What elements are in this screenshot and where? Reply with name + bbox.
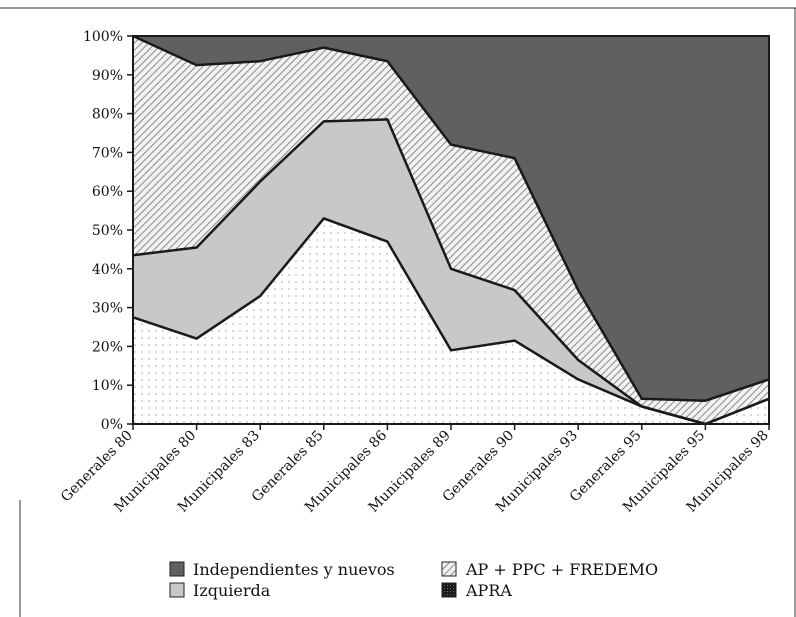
y-tick-label: 50% (92, 223, 123, 239)
y-tick-label: 20% (92, 339, 123, 355)
plot-area (132, 34, 770, 426)
legend-swatch-independientes (169, 561, 185, 577)
legend-label-ap-ppc-fredemo: AP + PPC + FREDEMO (465, 560, 658, 579)
boundary-line-ap-ppc-fredemo (132, 34, 770, 402)
legend-label-independientes: Independientes y nuevos (193, 560, 395, 579)
y-tick-label: 60% (92, 184, 123, 200)
legend-swatch-izquierda (169, 582, 185, 598)
area-apra (133, 218, 769, 424)
legend: Independientes y nuevos AP + PPC + FREDE… (169, 560, 658, 600)
legend-label-izquierda: Izquierda (193, 581, 271, 600)
boundary-line-izquierda (132, 118, 770, 426)
legend-swatch-apra (441, 582, 457, 598)
area-izquierda (133, 119, 769, 425)
y-tick-label: 90% (92, 68, 123, 84)
legend-label-apra: APRA (465, 581, 512, 600)
y-tick-label: 100% (83, 29, 123, 45)
y-tick-label: 80% (92, 107, 123, 123)
area-ap-ppc-fredemo (133, 36, 769, 424)
y-axis: 0% 10% 20% 30% 40% 50% 60% 70% 80% 90% 100% (83, 29, 133, 433)
y-tick-label: 40% (92, 262, 123, 278)
y-tick-label: 70% (92, 145, 123, 161)
y-tick-label: 30% (92, 301, 123, 317)
area-independientes (133, 36, 769, 401)
legend-swatch-ap-ppc-fredemo (441, 561, 457, 577)
y-tick-label: 10% (92, 378, 123, 394)
y-tick-label: 0% (101, 417, 123, 433)
